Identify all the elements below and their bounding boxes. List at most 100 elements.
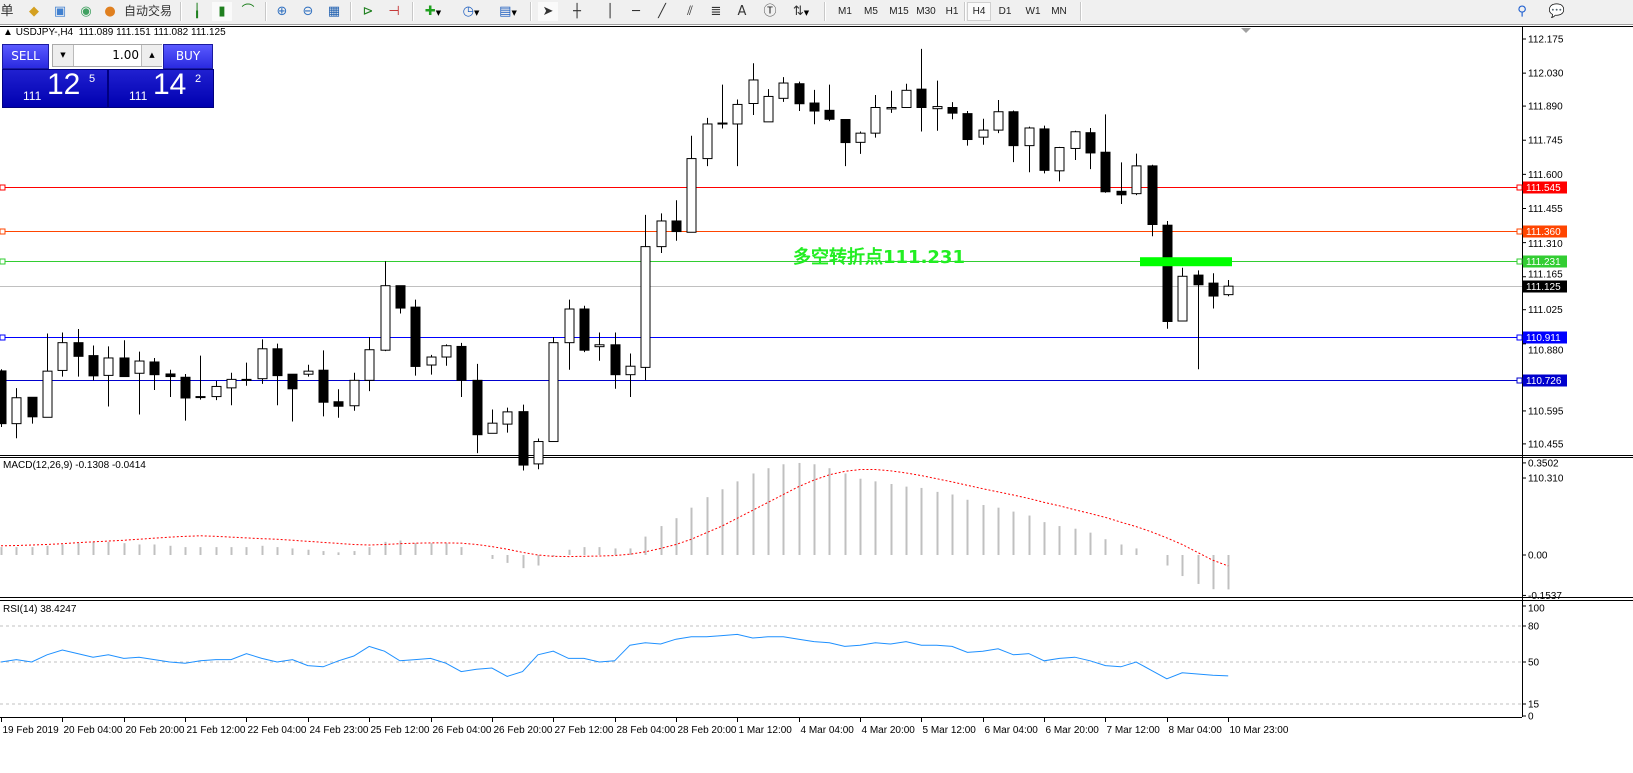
candle-bearish	[794, 83, 805, 105]
indicators-icon[interactable]: ✚▼	[424, 4, 442, 19]
lot-size-input[interactable]	[75, 46, 139, 64]
arrows-icon[interactable]: ⇅▼	[792, 4, 810, 19]
timeframe-d1[interactable]: D1	[998, 6, 1012, 17]
time-tick-label: 6 Mar 20:00	[1046, 725, 1100, 736]
level-handle-right	[1516, 228, 1523, 235]
zoom-in-icon[interactable]: ⊕	[276, 4, 288, 19]
timeframe-mn[interactable]: MN	[1051, 6, 1067, 17]
price-tick-label: 111.455	[1528, 204, 1563, 215]
candle-bearish	[195, 396, 206, 399]
time-tick-label: 22 Feb 04:00	[248, 725, 307, 736]
menu-fragment[interactable]: 单	[0, 4, 14, 19]
text-icon[interactable]: A	[737, 4, 747, 19]
price-level-label: 110.911	[1526, 333, 1561, 344]
rsi-tick-label: 15	[1528, 700, 1540, 711]
channel-icon[interactable]: ⫽	[687, 4, 693, 19]
chat-icon[interactable]: 💬	[1548, 4, 1566, 19]
buy-button[interactable]: BUY	[163, 44, 213, 69]
timeframe-m15[interactable]: M15	[889, 6, 909, 17]
vertical-line-icon[interactable]: │	[606, 4, 614, 19]
sell-price-box[interactable]: 111 12 5	[2, 68, 108, 108]
candle-bullish	[303, 370, 314, 375]
candle-bullish	[502, 411, 513, 425]
templates-icon[interactable]: ▤▼	[499, 4, 517, 19]
price-level-label: 111.125	[1526, 282, 1561, 293]
time-tick-label: 7 Mar 12:00	[1107, 725, 1161, 736]
candle-bullish	[686, 158, 697, 233]
price-tick-label: 111.890	[1528, 102, 1563, 113]
candle-bullish	[548, 342, 559, 443]
time-tick-label: 26 Feb 20:00	[494, 725, 553, 736]
tile-windows-icon[interactable]: ▦	[327, 4, 341, 19]
candle-bearish	[272, 348, 283, 377]
chart-shift-icon[interactable]: ⊣	[388, 4, 400, 19]
buy-price-big: 14	[153, 68, 187, 101]
candle-bearish	[809, 102, 820, 112]
symbol-timeframe: USDJPY-,H4	[15, 27, 74, 38]
time-tick-label: 28 Feb 20:00	[678, 725, 737, 736]
cursor-icon[interactable]: ➤	[538, 2, 558, 21]
decrease-lot-button[interactable]: ▼	[53, 45, 74, 66]
candle-bullish	[349, 379, 360, 407]
sell-button[interactable]: SELL	[2, 44, 49, 69]
rsi-tick-label: 80	[1528, 622, 1540, 633]
increase-lot-button[interactable]: ▲	[141, 45, 162, 66]
auto-trade-label[interactable]: 自动交易	[123, 4, 172, 18]
time-tick-label: 1 Mar 12:00	[739, 725, 793, 736]
periods-icon[interactable]: ◷▼	[462, 4, 480, 19]
folder-icon[interactable]: ◆	[29, 4, 39, 19]
level-handle-right	[1516, 377, 1523, 384]
navigator-icon[interactable]: ▣	[53, 4, 67, 19]
timeframe-h1[interactable]: H1	[945, 6, 959, 17]
line-chart-icon[interactable]: ⌒	[241, 4, 255, 19]
fibonacci-icon[interactable]: ≣	[710, 4, 722, 19]
separator	[824, 2, 826, 21]
candle-bullish	[364, 349, 375, 381]
timeframe-m30[interactable]: M30	[916, 6, 936, 17]
rsi-tick-label: 50	[1528, 658, 1540, 669]
price-level-badge	[1523, 331, 1567, 344]
buy-price-prefix: 111	[129, 89, 148, 103]
price-tick-label: 111.600	[1528, 170, 1563, 181]
text-label-icon[interactable]: Ⓣ	[763, 4, 777, 19]
auto-scroll-icon[interactable]: ⊳	[362, 4, 374, 19]
buy-price-box[interactable]: 111 14 2	[108, 68, 214, 108]
search-icon[interactable]: ⚲	[1517, 4, 1527, 19]
price-tick-label: 112.030	[1528, 69, 1564, 80]
crosshair-icon[interactable]: ┼	[573, 4, 581, 19]
one-click-trading-panel: SELL ▼ ▲ BUY 111 12 5 111 14 2	[2, 44, 214, 108]
signal-icon[interactable]: ◉	[80, 4, 92, 19]
pivot-annotation: 多空转折点111.231	[793, 246, 965, 268]
sell-price-pip: 5	[89, 73, 96, 85]
candle-bearish	[610, 344, 621, 376]
lot-size-stepper: ▼ ▲	[52, 44, 162, 67]
auto-trade-icon[interactable]: ●	[104, 4, 116, 19]
level-handle-left	[0, 228, 6, 235]
timeframe-w1[interactable]: W1	[1025, 6, 1041, 17]
timeframe-h4[interactable]: H4	[967, 2, 991, 21]
macd-tick-label: -0.1537	[1528, 591, 1562, 602]
trendline-icon[interactable]: ╱	[658, 4, 666, 19]
candle-bullish	[978, 129, 989, 138]
price-tick-label: 112.175	[1528, 35, 1564, 46]
candle-bearish	[1039, 128, 1050, 171]
candle-bullish	[778, 82, 789, 99]
candle-bullish	[870, 107, 881, 134]
candle-bullish	[1070, 131, 1081, 149]
price-tick-label: 110.455	[1528, 439, 1564, 450]
timeframe-m1[interactable]: M1	[838, 6, 852, 17]
bar-chart-icon[interactable]: ╽	[193, 4, 201, 19]
horizontal-line-icon[interactable]: ─	[632, 4, 640, 19]
candle-bearish	[824, 109, 835, 120]
timeframe-m5[interactable]: M5	[864, 6, 878, 17]
candle-bearish	[916, 88, 927, 109]
level-handle-left	[0, 334, 6, 341]
time-tick-label: 19 Feb 2019	[3, 725, 60, 736]
candle-bullish	[748, 79, 759, 104]
candlestick-icon[interactable]: ▮	[212, 2, 232, 21]
level-handle-left	[0, 184, 6, 191]
zoom-out-icon[interactable]: ⊖	[302, 4, 314, 19]
separator	[964, 2, 966, 21]
candle-bearish	[579, 308, 590, 351]
